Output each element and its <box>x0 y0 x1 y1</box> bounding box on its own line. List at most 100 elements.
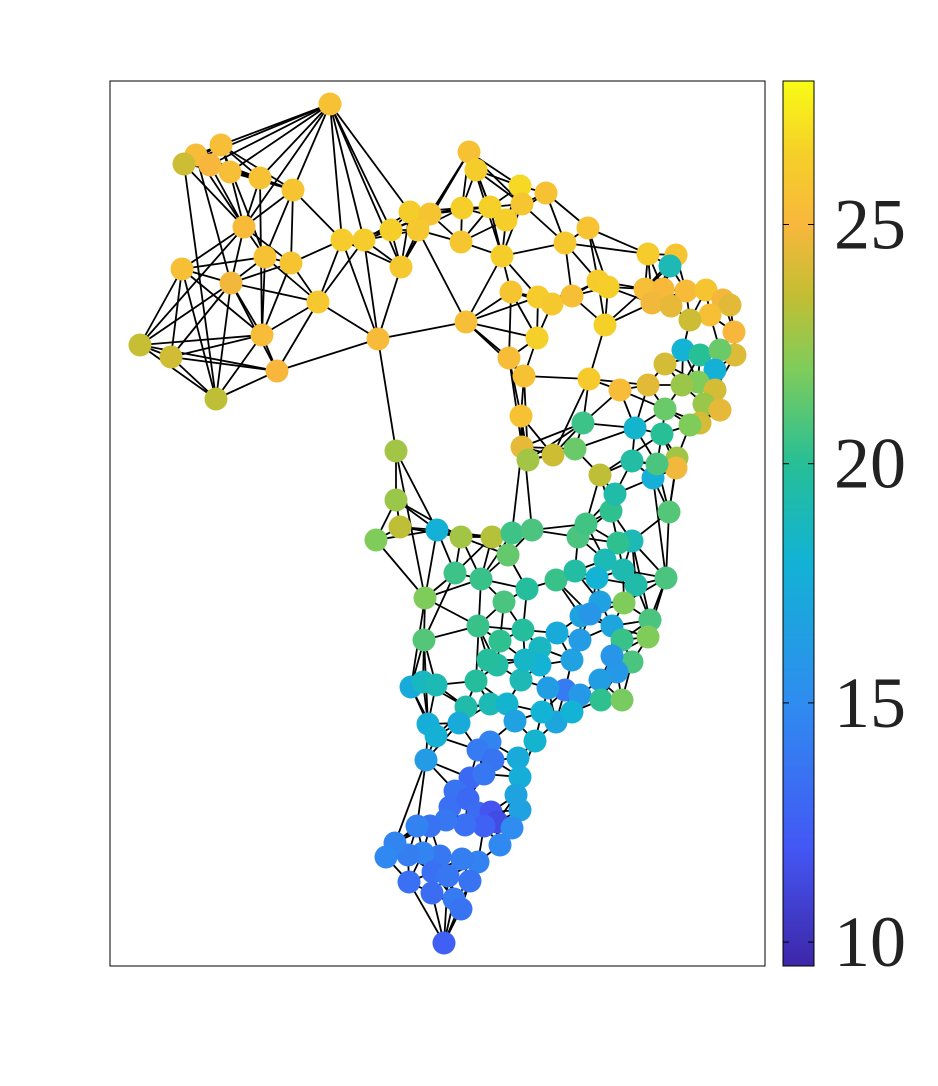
network-node <box>425 518 449 542</box>
network-node <box>218 160 242 184</box>
network-node <box>198 153 222 177</box>
network-node <box>420 881 444 905</box>
network-edge <box>230 282 319 303</box>
network-node <box>424 724 448 748</box>
network-node <box>708 338 732 362</box>
network-node <box>610 688 634 712</box>
network-node <box>499 280 523 304</box>
network-node <box>659 294 683 318</box>
network-node <box>509 668 533 692</box>
network-node <box>623 416 647 440</box>
network-node <box>472 762 496 786</box>
network-node <box>576 216 600 240</box>
network-node <box>560 700 584 724</box>
network-node <box>472 814 496 838</box>
network-node <box>454 310 478 334</box>
network-edge <box>209 164 245 228</box>
network-edge <box>292 189 343 241</box>
network-edge <box>181 226 245 270</box>
network-node <box>432 931 456 955</box>
network-node <box>571 411 595 435</box>
network-node <box>536 676 560 700</box>
network-node <box>389 255 413 279</box>
network-node <box>414 748 438 772</box>
network-node <box>563 559 587 583</box>
colorbar-tick-label: 10 <box>834 902 906 982</box>
network-node <box>469 567 493 591</box>
colorbar-tick-label: 15 <box>834 663 906 743</box>
network-node <box>388 515 412 539</box>
network-node <box>209 133 233 157</box>
network-edge <box>276 301 319 372</box>
network-node <box>654 566 678 590</box>
network-node <box>534 181 558 205</box>
network-node <box>170 257 194 281</box>
network-node <box>520 518 544 542</box>
network-node <box>612 591 636 615</box>
network-node <box>560 284 584 308</box>
network-node <box>490 244 514 268</box>
network-edge <box>329 103 343 241</box>
network-edge <box>139 268 183 346</box>
network-node <box>232 215 256 239</box>
network-node <box>500 816 524 840</box>
network-node <box>172 152 196 176</box>
network-node <box>508 174 532 198</box>
network-node <box>516 448 540 472</box>
network-node <box>585 566 609 590</box>
network-node <box>250 323 274 347</box>
network-edge <box>181 268 263 336</box>
network-edge <box>329 103 365 241</box>
network-node <box>466 614 490 638</box>
network-node <box>544 568 568 592</box>
network-node <box>443 561 467 585</box>
network-edge <box>520 415 533 531</box>
network-node <box>574 512 598 536</box>
network-node <box>530 700 554 724</box>
network-edge <box>395 450 438 531</box>
network-node <box>219 271 243 295</box>
network-edge <box>170 334 263 358</box>
network-node <box>640 291 664 315</box>
network-node <box>253 245 277 269</box>
network-node <box>508 765 532 789</box>
network-node <box>366 327 390 351</box>
network-node <box>718 293 742 317</box>
network-edge <box>183 163 217 400</box>
network-node <box>397 870 421 894</box>
network-edge <box>395 499 462 538</box>
network-node <box>593 313 617 337</box>
network-edge <box>317 301 379 340</box>
network-node <box>503 709 527 733</box>
network-edge <box>377 321 467 340</box>
network-node <box>398 200 422 224</box>
network-node <box>379 218 403 242</box>
network-node <box>606 531 630 555</box>
network-node <box>636 625 660 649</box>
network-edge <box>139 344 217 400</box>
network-node <box>364 528 388 552</box>
network-node <box>413 586 437 610</box>
network-node <box>589 688 613 712</box>
network-node <box>578 602 602 626</box>
network-node <box>453 813 477 837</box>
network-node <box>450 196 474 220</box>
network-node <box>480 525 504 549</box>
network-node <box>600 644 624 668</box>
network-node <box>509 404 533 428</box>
network-edge <box>423 572 456 641</box>
network-node <box>515 577 539 601</box>
network-node <box>596 275 620 299</box>
network-node <box>588 463 612 487</box>
network-edge <box>552 378 590 456</box>
network-edge <box>259 103 331 179</box>
network-node <box>653 352 677 376</box>
network-edge <box>465 255 503 323</box>
network-node <box>508 798 532 822</box>
network-node <box>577 367 601 391</box>
network-node <box>464 669 488 693</box>
network-node <box>449 897 473 921</box>
network-node <box>540 292 564 316</box>
network-node <box>588 668 612 692</box>
